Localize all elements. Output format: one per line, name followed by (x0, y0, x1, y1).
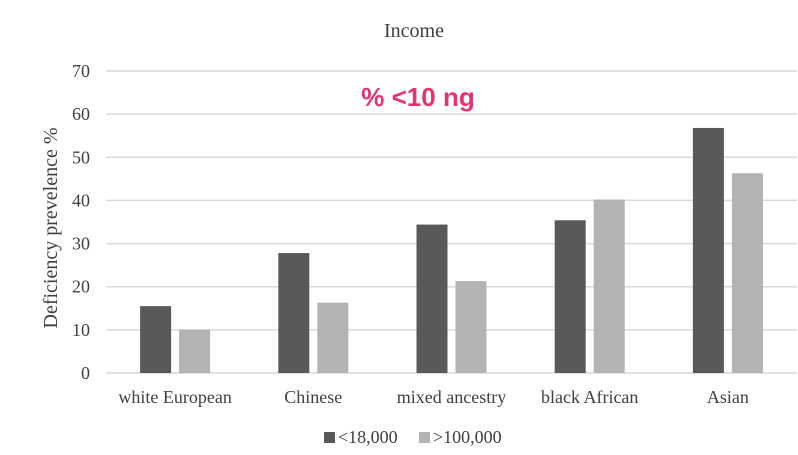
y-tick-label: 0 (81, 363, 90, 383)
legend-label: <18,000 (338, 427, 398, 447)
x-tick-label: black African (541, 387, 638, 407)
y-tick-label: 10 (72, 320, 90, 340)
bar-low-income (692, 127, 724, 373)
chart-annotation: % <10 ng (361, 82, 474, 112)
legend-label: >100,000 (433, 427, 502, 447)
legend: <18,000 >100,000 (324, 427, 502, 447)
y-tick-label: 70 (72, 61, 90, 81)
x-tick-label: Asian (707, 387, 749, 407)
bar-low-income (416, 224, 448, 373)
legend-swatch (419, 432, 430, 443)
bar-high-income (593, 199, 625, 373)
bar-low-income (140, 306, 172, 373)
bar-low-income (278, 253, 310, 373)
y-tick-label: 60 (72, 104, 90, 124)
x-tick-label: white European (118, 387, 231, 407)
y-tick-label: 50 (72, 147, 90, 167)
bar-high-income (455, 281, 487, 373)
bar-high-income (731, 173, 763, 373)
bar-high-income (317, 302, 349, 373)
x-tick-labels: white European Chinese mixed ancestry black… (118, 387, 749, 407)
bar-high-income (179, 329, 211, 373)
bars (140, 127, 763, 373)
y-tick-label: 40 (72, 190, 90, 210)
legend-swatch (324, 432, 335, 443)
y-tick-label: 30 (72, 234, 90, 254)
y-tick-labels: 0 10 20 30 40 50 60 70 (72, 61, 90, 383)
y-tick-label: 20 (72, 277, 90, 297)
x-tick-label: mixed ancestry (397, 387, 506, 407)
x-tick-label: Chinese (284, 387, 342, 407)
y-axis-title: Deficiency prevelence % (40, 128, 62, 329)
chart-title: Income (384, 20, 444, 42)
gridlines (106, 70, 797, 374)
bar-low-income (554, 220, 586, 373)
